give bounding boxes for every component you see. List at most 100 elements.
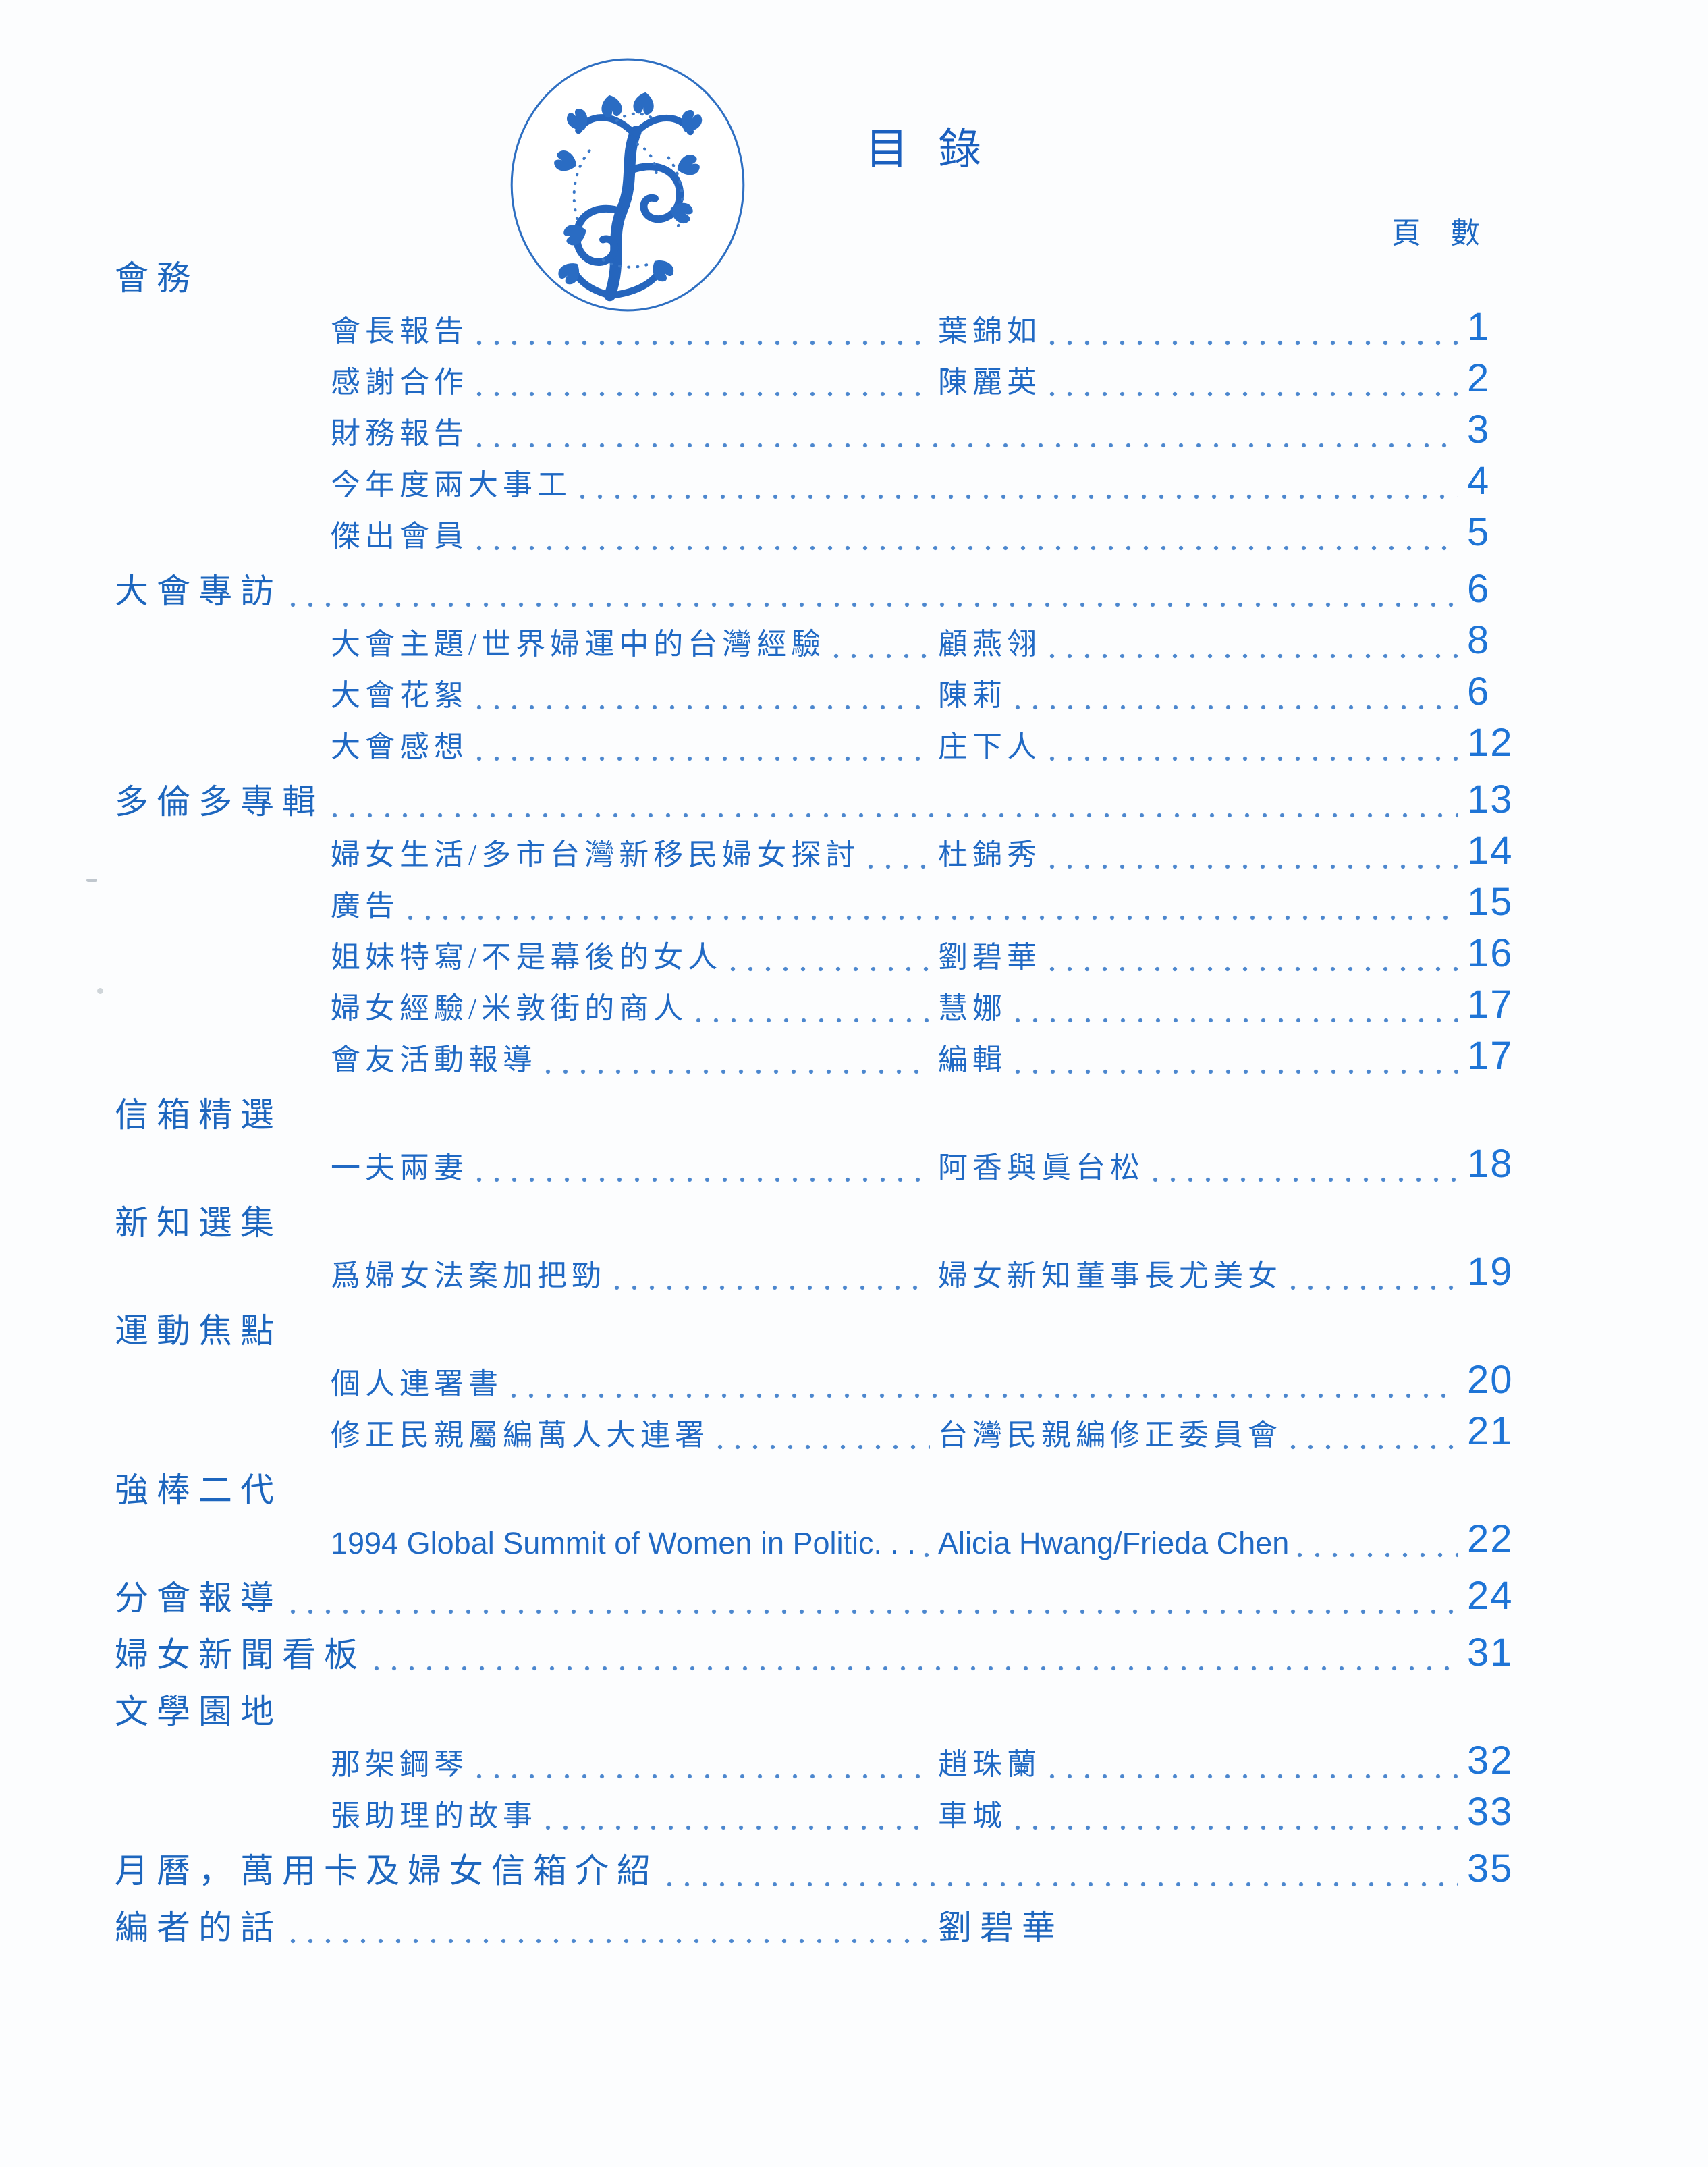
toc-entry-title-group: 婦女生活/多市台灣新移民婦女探討 <box>331 839 938 871</box>
toc-entry-page: 2 <box>1467 356 1491 400</box>
dot-leader <box>290 602 1458 607</box>
toc-entry-page: 4 <box>1467 459 1491 503</box>
toc-entry-title: 會務 <box>115 258 198 297</box>
toc-entry-title-group: 會長報告 <box>331 315 938 347</box>
toc-item-row: 大會主題/世界婦運中的台灣經驗 顧燕翎 8 <box>115 618 1532 669</box>
toc-item-row: 財務報告 3 <box>115 408 1532 459</box>
dot-leader <box>476 443 1458 448</box>
toc-entry-title: 姐妹特寫/不是幕後的女人 <box>331 940 723 974</box>
toc-entry-author: 劉碧華 <box>938 940 1041 974</box>
dot-leader <box>1049 340 1458 346</box>
dot-leader <box>1290 1444 1458 1450</box>
toc-entry-page: 31 <box>1467 1630 1514 1674</box>
toc-item-row: 會友活動報導 編輯 17 <box>115 1034 1532 1085</box>
dot-leader <box>476 756 930 761</box>
dot-leader <box>374 1666 1458 1671</box>
toc-entry-title-group: 婦女經驗/米敦街的商人 <box>331 993 938 1024</box>
toc-section-row: 信箱精選 <box>115 1085 1532 1142</box>
dot-leader <box>476 1177 930 1182</box>
toc-entry-author: 車城 <box>938 1799 1007 1832</box>
toc-entry-title: 感謝合作 <box>331 365 468 399</box>
toc-item-row: 爲婦女法案加把勁 婦女新知董事長尤美女 19 <box>115 1250 1532 1301</box>
dot-leader <box>1049 864 1458 869</box>
toc-entry-author: 杜錦秀 <box>938 838 1041 871</box>
toc-entry-page: 21 <box>1467 1409 1514 1453</box>
toc-entry-page: 17 <box>1467 1034 1514 1078</box>
toc-item-row: 張助理的故事 車城 33 <box>115 1790 1532 1841</box>
toc-entry-title: 月曆，萬用卡及婦女信箱介紹 <box>115 1851 659 1890</box>
dot-leader <box>1015 1069 1458 1074</box>
page-number-column-label: 頁 數 <box>1392 217 1491 250</box>
toc-entry-page: 35 <box>1467 1846 1514 1890</box>
toc-item-row: 婦女生活/多市台灣新移民婦女探討 杜錦秀 14 <box>115 829 1532 880</box>
toc-entry-author: 陳麗英 <box>938 365 1041 399</box>
toc-entry-title: 爲婦女法案加把勁 <box>331 1259 606 1292</box>
toc-entry-author: 編輯 <box>938 1043 1007 1076</box>
toc-section-row: 婦女新聞看板 31 <box>115 1625 1532 1682</box>
toc-item-row: 姐妹特寫/不是幕後的女人 劉碧華 16 <box>115 931 1532 983</box>
toc-section-row: 多倫多專輯 13 <box>115 772 1532 829</box>
toc-entry-page: 8 <box>1467 618 1491 662</box>
toc-entry-page: 3 <box>1467 408 1491 451</box>
dot-leader <box>1049 966 1458 972</box>
toc-entry-page: 32 <box>1467 1738 1514 1782</box>
toc-list: 會務 會長報告 葉錦如 1 感謝合作 陳麗英 2 財務報告 3 今年度兩大事工 4 傑出會員 5 大會專訪… <box>115 248 1532 1954</box>
toc-entry-title: 多倫多專輯 <box>115 782 324 821</box>
toc-entry-title: 分會報導 <box>115 1579 282 1617</box>
toc-entry-title: 個人連署書 <box>331 1367 503 1400</box>
dot-leader <box>290 1609 1458 1614</box>
dot-leader <box>580 494 1458 499</box>
dot-leader <box>1015 1018 1458 1023</box>
toc-section-row: 運動焦點 <box>115 1301 1532 1358</box>
toc-entry-author: 陳莉 <box>938 678 1007 712</box>
toc-section-row: 新知選集 <box>115 1193 1532 1250</box>
toc-entry-title-group: 大會花絮 <box>331 680 938 711</box>
toc-entry-title: 婦女新聞看板 <box>115 1635 366 1674</box>
dot-leader <box>1015 1825 1458 1830</box>
dot-leader <box>290 1938 930 1944</box>
toc-entry-title: 大會感想 <box>331 730 468 763</box>
dot-leader <box>667 1882 1458 1887</box>
toc-entry-page: 15 <box>1467 880 1514 924</box>
toc-entry-page: 5 <box>1467 510 1491 554</box>
toc-item-row: 廣告 15 <box>115 880 1532 931</box>
toc-item-row: 一夫兩妻 阿香與眞台松 18 <box>115 1142 1532 1193</box>
toc-section-row: 強棒二代 <box>115 1460 1532 1517</box>
dot-leader <box>1049 756 1458 761</box>
toc-item-row: 個人連署書 20 <box>115 1358 1532 1409</box>
toc-entry-title-group: 大會主題/世界婦運中的台灣經驗 <box>331 627 938 661</box>
toc-entry-title: 婦女經驗/米敦街的商人 <box>331 991 688 1025</box>
dot-leader <box>476 391 930 397</box>
toc-entry-page: 17 <box>1467 983 1514 1026</box>
toc-entry-title: 信箱精選 <box>115 1095 282 1134</box>
toc-entry-title-group: 姐妹特寫/不是幕後的女人 <box>331 940 938 974</box>
dot-leader <box>476 545 1458 551</box>
toc-entry-author: 婦女新知董事長尤美女 <box>938 1259 1282 1292</box>
toc-entry-page: 12 <box>1467 721 1514 765</box>
toc-entry-title: 那架鋼琴 <box>331 1747 468 1781</box>
floral-plate-logo <box>507 55 748 314</box>
toc-entry-author: 趙珠蘭 <box>938 1747 1041 1781</box>
toc-section-row: 編者的話 劉碧華 <box>115 1898 1532 1954</box>
toc-entry-title-group: 1994 Global Summit of Women in Politic. … <box>331 1527 938 1559</box>
toc-section-row: 文學園地 <box>115 1682 1532 1738</box>
toc-entry-page: 18 <box>1467 1142 1514 1186</box>
dot-leader <box>833 653 930 659</box>
page-title: 目 錄 <box>865 126 991 173</box>
toc-item-row: 1994 Global Summit of Women in Politic. … <box>115 1517 1532 1568</box>
toc-entry-author: 劉碧華 <box>938 1908 1064 1946</box>
toc-entry-title: 會友活動報導 <box>331 1043 537 1076</box>
toc-entry-title: 大會花絮 <box>331 678 468 712</box>
toc-item-row: 那架鋼琴 趙珠蘭 32 <box>115 1738 1532 1790</box>
toc-item-row: 今年度兩大事工 4 <box>115 459 1532 510</box>
dot-leader <box>511 1393 1458 1398</box>
toc-entry-title: 運動焦點 <box>115 1311 282 1350</box>
scan-artifact <box>97 988 103 994</box>
dot-leader <box>1290 1285 1458 1290</box>
toc-entry-page: 19 <box>1467 1250 1514 1294</box>
toc-item-row: 感謝合作 陳麗英 2 <box>115 356 1532 408</box>
dot-leader <box>476 1774 930 1779</box>
dot-leader <box>1015 705 1458 710</box>
toc-entry-title: 大會主題/世界婦運中的台灣經驗 <box>331 627 826 661</box>
